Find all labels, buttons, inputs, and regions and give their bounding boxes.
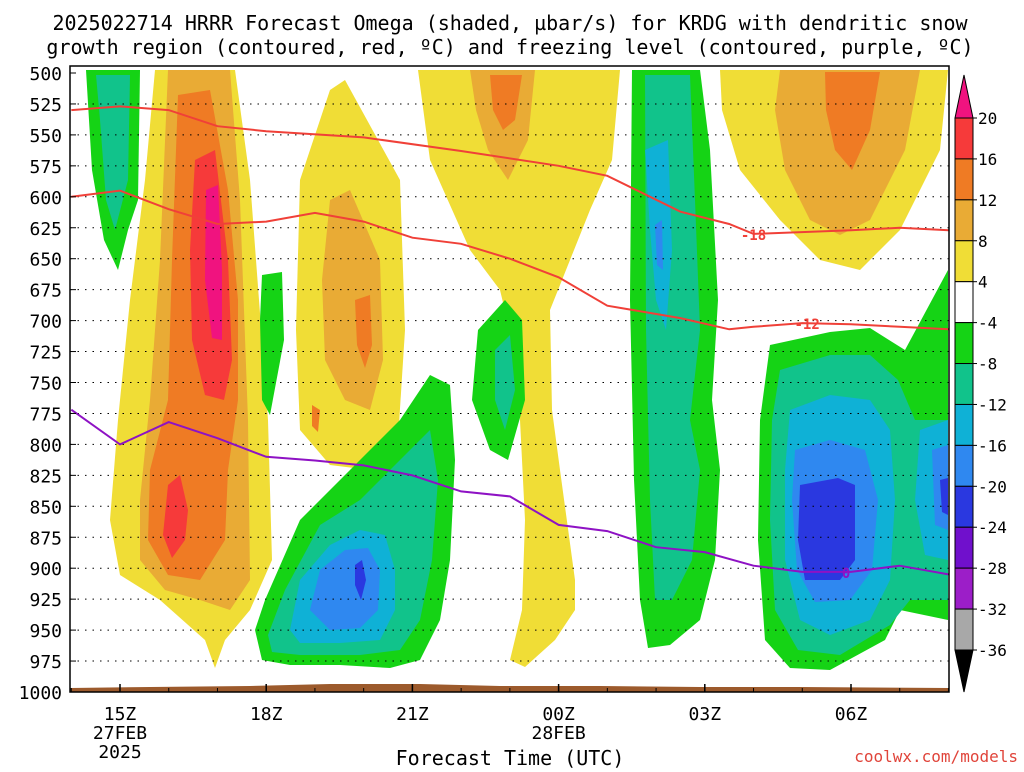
x-tick-label: 00Z (542, 704, 575, 725)
y-tick-label: 875 (29, 528, 62, 549)
colorbar-swatch (954, 608, 974, 651)
y-tick-label: 900 (29, 559, 62, 580)
colorbar-swatch (954, 403, 974, 446)
omega-darkorange-band-3 (825, 72, 880, 170)
omega-colorbar: 20 16 12 8 4 -4 -8 -12 -16 -20 -24 -28 -32 -36 (954, 74, 1007, 693)
colorbar-label: -8 (978, 355, 997, 374)
omega-blue-band-2 (655, 220, 663, 270)
colorbar-label: 12 (978, 191, 997, 210)
omega-green-band-2 (260, 272, 284, 415)
omega-darkblue-max-1 (355, 560, 366, 600)
omega-darkorange-band-5 (312, 405, 320, 432)
y-tick-label: 500 (29, 64, 62, 85)
colorbar-swatch (954, 158, 974, 201)
y-tick-label: 725 (29, 343, 62, 364)
colorbar-label: -32 (978, 600, 1007, 619)
omega-darkorange-band-4 (355, 295, 372, 368)
y-tick-label: 575 (29, 157, 62, 178)
colorbar-swatch (954, 281, 974, 324)
x-tick-label: 06Z (835, 704, 868, 725)
plot-area: -18 -12 0 (70, 66, 949, 692)
x-tick-label: 18Z (250, 704, 283, 725)
omega-red-band-2 (163, 475, 188, 558)
colorbar-label: -16 (978, 436, 1007, 455)
omega-darkblue-max-2 (798, 478, 855, 580)
colorbar-swatch (954, 363, 974, 405)
chart-title-line-2: growth region (contoured, red, ºC) and f… (46, 35, 973, 59)
x-tick-date-label: 27FEB (93, 723, 147, 744)
colorbar-label: -36 (978, 641, 1007, 660)
colorbar-swatch (954, 322, 974, 365)
x-axis-label: Forecast Time (UTC) (396, 746, 625, 768)
chart-title-line-1: 2025022714 HRRR Forecast Omega (shaded, … (52, 11, 968, 35)
colorbar-swatch (954, 444, 974, 487)
colorbar-label: -20 (978, 477, 1007, 496)
y-tick-label: 700 (29, 312, 62, 333)
x-tick-label: 03Z (689, 704, 722, 725)
y-tick-label: 925 (29, 590, 62, 611)
x-tick-date-label: 28FEB (532, 723, 586, 744)
colorbar-label: 4 (978, 273, 988, 292)
contour-label-0: 0 (842, 566, 850, 582)
colorbar-label: 20 (978, 109, 997, 128)
colorbar-label: -4 (978, 314, 997, 333)
y-tick-label: 650 (29, 250, 62, 271)
colorbar-label: 16 (978, 150, 997, 169)
contour-line--18 (71, 105, 949, 235)
pressure-axis: 500 525 550 575 600 625 650 675 700 725 750 775 800 8… (19, 64, 76, 704)
colorbar-label: -28 (978, 559, 1007, 578)
x-tick-label: 21Z (396, 704, 429, 725)
colorbar-label: -12 (978, 395, 1007, 414)
colorbar-swatch (954, 199, 974, 242)
y-tick-label: 675 (29, 281, 62, 302)
colorbar-swatch (954, 117, 974, 160)
y-tick-label: 1000 (19, 683, 62, 704)
colorbar-swatch (954, 485, 974, 528)
temperature-contours: -18 -12 0 (70, 105, 949, 582)
y-tick-label: 600 (29, 188, 62, 209)
y-tick-label: 775 (29, 404, 62, 425)
contour-line-0 (70, 408, 949, 576)
omega-darkorange-band-2 (490, 75, 522, 130)
colorbar-top-arrow (954, 74, 974, 119)
y-tick-label: 850 (29, 497, 62, 518)
colorbar-label: -24 (978, 518, 1007, 537)
y-tick-label: 525 (29, 95, 62, 116)
y-tick-label: 625 (29, 219, 62, 240)
colorbar-bottom-arrow (954, 649, 974, 693)
colorbar-swatch (954, 567, 974, 610)
contour-label--12: -12 (794, 317, 819, 333)
y-tick-label: 825 (29, 466, 62, 487)
credit-text[interactable]: coolwx.com/models (854, 747, 1018, 766)
omega-shading (86, 70, 948, 670)
colorbar-label: 8 (978, 232, 988, 251)
y-tick-label: 950 (29, 621, 62, 642)
y-tick-label: 550 (29, 126, 62, 147)
y-tick-label: 975 (29, 652, 62, 673)
omega-darkblue-max-3 (940, 478, 948, 515)
x-tick-label: 15Z (104, 704, 137, 725)
contour-line--12 (71, 189, 949, 331)
y-tick-label: 750 (29, 374, 62, 395)
colorbar-swatch (954, 526, 974, 569)
colorbar-swatch (954, 240, 974, 283)
x-tick-year-label: 2025 (98, 742, 141, 763)
contour-label--18: -18 (741, 228, 766, 244)
y-tick-label: 800 (29, 435, 62, 456)
